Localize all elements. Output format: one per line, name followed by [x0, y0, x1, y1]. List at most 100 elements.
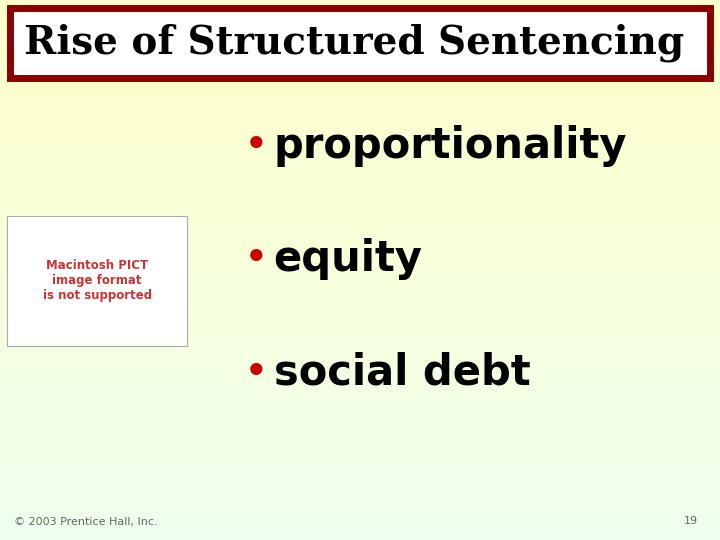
Bar	[0, 113, 720, 116]
Bar	[0, 351, 720, 354]
Bar	[0, 340, 720, 343]
Bar	[0, 140, 720, 143]
Text: social debt: social debt	[274, 352, 531, 394]
Bar	[0, 281, 720, 284]
Bar	[0, 22, 720, 24]
Text: •: •	[243, 352, 268, 394]
Bar	[0, 246, 720, 248]
Bar	[0, 254, 720, 256]
Bar	[0, 197, 720, 200]
Bar	[0, 467, 720, 470]
Bar	[0, 289, 720, 292]
Bar	[0, 526, 720, 529]
Bar	[0, 230, 720, 232]
Bar	[0, 464, 720, 467]
Bar	[0, 54, 720, 57]
Bar	[0, 162, 720, 165]
Bar	[0, 51, 720, 54]
Bar	[0, 59, 720, 62]
Bar	[0, 138, 720, 140]
Bar	[0, 227, 720, 229]
Bar	[0, 518, 720, 521]
Bar	[0, 270, 720, 273]
Bar	[0, 356, 720, 359]
Bar	[0, 100, 720, 103]
Bar	[0, 402, 720, 405]
Bar	[0, 0, 720, 3]
Bar	[0, 292, 720, 294]
Bar	[0, 181, 720, 184]
Bar	[0, 105, 720, 108]
Bar	[0, 354, 720, 356]
Bar	[0, 429, 720, 432]
Bar	[0, 440, 720, 443]
Bar	[0, 127, 720, 130]
Bar	[0, 408, 720, 410]
Bar	[0, 62, 720, 65]
Bar	[0, 446, 720, 448]
Bar	[0, 43, 720, 46]
Bar	[0, 232, 720, 235]
Bar	[0, 213, 720, 216]
Bar	[0, 135, 720, 138]
Bar	[0, 24, 720, 27]
Bar	[0, 165, 720, 167]
Text: © 2003 Prentice Hall, Inc.: © 2003 Prentice Hall, Inc.	[14, 516, 158, 526]
Bar	[0, 278, 720, 281]
Bar	[0, 178, 720, 181]
Bar	[0, 86, 720, 89]
Bar	[0, 275, 720, 278]
Bar	[0, 535, 720, 537]
Bar	[0, 462, 720, 464]
Bar	[0, 14, 720, 16]
FancyBboxPatch shape	[10, 8, 710, 78]
Bar	[0, 170, 720, 173]
Bar	[0, 192, 720, 194]
Bar	[0, 116, 720, 119]
Bar	[0, 267, 720, 270]
Bar	[0, 321, 720, 324]
Bar	[0, 418, 720, 421]
Bar	[0, 389, 720, 392]
Bar	[0, 73, 720, 76]
Bar	[0, 421, 720, 424]
Bar	[0, 151, 720, 154]
Bar	[0, 124, 720, 127]
Text: equity: equity	[274, 238, 423, 280]
Bar	[0, 475, 720, 478]
Bar	[0, 508, 720, 510]
Bar	[0, 424, 720, 427]
Bar	[0, 224, 720, 227]
Bar	[0, 505, 720, 508]
Bar	[0, 38, 720, 40]
Bar	[0, 32, 720, 35]
Bar	[0, 256, 720, 259]
Bar	[0, 40, 720, 43]
Bar	[0, 130, 720, 132]
Bar	[0, 397, 720, 400]
Bar	[0, 346, 720, 348]
Bar	[0, 84, 720, 86]
Bar	[0, 176, 720, 178]
Bar	[0, 19, 720, 22]
Bar	[0, 327, 720, 329]
Bar	[0, 251, 720, 254]
Bar	[0, 235, 720, 238]
Bar	[0, 49, 720, 51]
Bar	[0, 76, 720, 78]
Bar	[0, 486, 720, 489]
Bar	[0, 470, 720, 472]
Bar	[0, 338, 720, 340]
Bar	[0, 456, 720, 459]
Bar	[0, 335, 720, 338]
Text: 19: 19	[684, 516, 698, 526]
Bar	[0, 491, 720, 494]
Text: •: •	[243, 238, 268, 280]
Bar	[0, 167, 720, 170]
Bar	[0, 119, 720, 122]
Bar	[0, 497, 720, 500]
Bar	[0, 184, 720, 186]
Bar	[0, 416, 720, 418]
Bar	[0, 381, 720, 383]
Bar	[0, 297, 720, 300]
